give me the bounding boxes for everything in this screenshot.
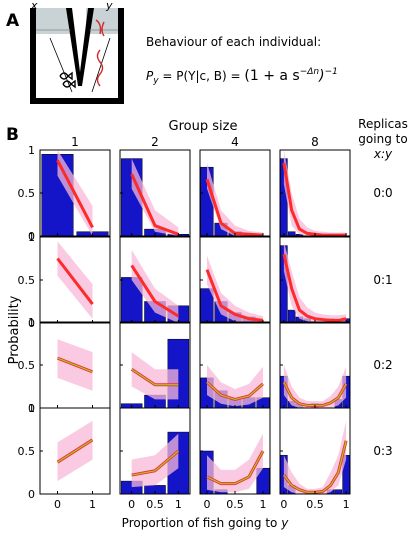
confidence-band	[283, 150, 347, 236]
group-size-1: 1	[71, 135, 79, 149]
y-tick-label: 0.5	[18, 359, 36, 372]
model-line-inner	[206, 381, 264, 401]
panel-0-0-group-1: 00.51	[18, 144, 111, 243]
fish-black-2	[62, 79, 76, 89]
confidence-band	[283, 365, 347, 408]
model-line	[56, 257, 94, 305]
y-tick-label: 1	[28, 144, 35, 157]
panel-0-1-group-8	[279, 236, 351, 324]
y-tick-label: 0	[28, 402, 35, 415]
replica-label-0-1: 0:1	[373, 273, 392, 287]
replica-label-0-3: 0:3	[373, 444, 392, 458]
panel-0-2-group-4	[199, 321, 271, 409]
panel-0-3-group-4: 0 0.5 1	[199, 407, 271, 511]
behaviour-title: Behaviour of each individual:	[146, 35, 321, 49]
maze-label-x: x	[30, 0, 38, 12]
panel-0-0-group-2	[119, 149, 191, 237]
panel-0-1-group-2	[119, 236, 191, 324]
bar	[287, 309, 296, 324]
panel-0-1-group-1: 00.51	[18, 231, 111, 330]
model-line-inner	[57, 357, 93, 373]
y-tick-label: 0.5	[18, 445, 36, 458]
panel-0-0-group-8	[279, 149, 351, 237]
x-tick-label: 0.5	[146, 498, 164, 511]
y-tick-label: 0.5	[18, 274, 36, 287]
x-tick-label: 1	[343, 498, 350, 511]
maze-illustration: x y	[30, 0, 124, 104]
y-tick-label: 1	[28, 231, 35, 244]
x-tick-label: 0	[204, 498, 211, 511]
row-header-line1: Replicas	[358, 117, 408, 131]
bar	[287, 231, 296, 237]
formula-lhs: Py = P(Y|c, B) = (1 + a s−Δn)−1	[146, 67, 338, 86]
model-line	[282, 253, 347, 322]
maze-divider	[66, 8, 94, 86]
y-tick-label: 1	[28, 402, 35, 415]
panel-b-label: B	[6, 125, 19, 145]
model-line	[130, 173, 179, 236]
panel-0-0-group-4	[199, 149, 271, 237]
x-tick-label: 1	[260, 498, 267, 511]
group-size-8: 8	[311, 135, 319, 149]
x-tick-label: 0.5	[306, 498, 324, 511]
y-tick-label: 1	[28, 316, 35, 329]
fish-black-1	[59, 71, 73, 81]
row-header-line2: going to	[358, 132, 407, 146]
confidence-band	[283, 420, 347, 494]
confidence-band	[131, 249, 179, 323]
model-line-inner	[206, 450, 264, 485]
fish-red-top	[95, 19, 105, 37]
replica-label-0-0: 0:0	[373, 186, 392, 200]
model-line-inner	[131, 368, 179, 386]
replica-label-0-2: 0:2	[373, 358, 392, 372]
maze-guide-right	[91, 37, 111, 93]
group-size-4: 4	[231, 135, 239, 149]
y-tick-label: 0	[28, 317, 35, 330]
panel-0-2-group-2	[119, 321, 191, 409]
panel-0-3-group-2: 0 0.5 1	[119, 407, 191, 511]
x-axis-label: Proportion of fish going to y	[122, 516, 290, 530]
maze-start-shade-right	[86, 8, 124, 34]
model-line	[56, 159, 94, 229]
row-header-line3: x:y	[373, 147, 393, 161]
maze-guide-left	[49, 37, 73, 93]
y-tick-label: 0	[28, 488, 35, 501]
y-axis-label: Probability	[7, 295, 22, 364]
x-tick-label: 1	[89, 498, 96, 511]
column-header-title: Group size	[169, 119, 238, 134]
panel-0-2-group-1: 00.51	[18, 316, 111, 415]
x-tick-label: 1	[175, 498, 182, 511]
x-tick-label: 0	[128, 498, 135, 511]
bar	[334, 489, 343, 495]
confidence-band	[283, 241, 347, 323]
x-tick-label: 0	[54, 498, 61, 511]
fish-red-trail	[96, 49, 104, 87]
maze-start-shade	[30, 8, 72, 34]
group-size-2: 2	[151, 135, 159, 149]
confidence-band	[131, 352, 179, 400]
maze-label-y: y	[105, 0, 113, 12]
panel-0-2-group-8	[279, 321, 351, 409]
y-tick-label: 0	[28, 230, 35, 243]
x-tick-label: 0.5	[226, 498, 244, 511]
model-line-inner	[131, 450, 179, 476]
panel-0-3-group-1: 00.510 1	[18, 402, 111, 511]
x-tick-label: 0	[280, 498, 287, 511]
behaviour-formula: Py = P(Y|c, B) = (1 + a s−Δn)−1	[146, 67, 338, 86]
model-line	[130, 264, 180, 318]
panel-0-3-group-8: 0 0.5 1	[279, 407, 351, 511]
panel-a-label: A	[6, 11, 20, 31]
model-line	[205, 269, 264, 322]
panel-0-1-group-4	[199, 236, 271, 324]
model-line-inner	[57, 439, 93, 463]
confidence-band	[207, 162, 263, 236]
y-tick-label: 0.5	[18, 187, 36, 200]
